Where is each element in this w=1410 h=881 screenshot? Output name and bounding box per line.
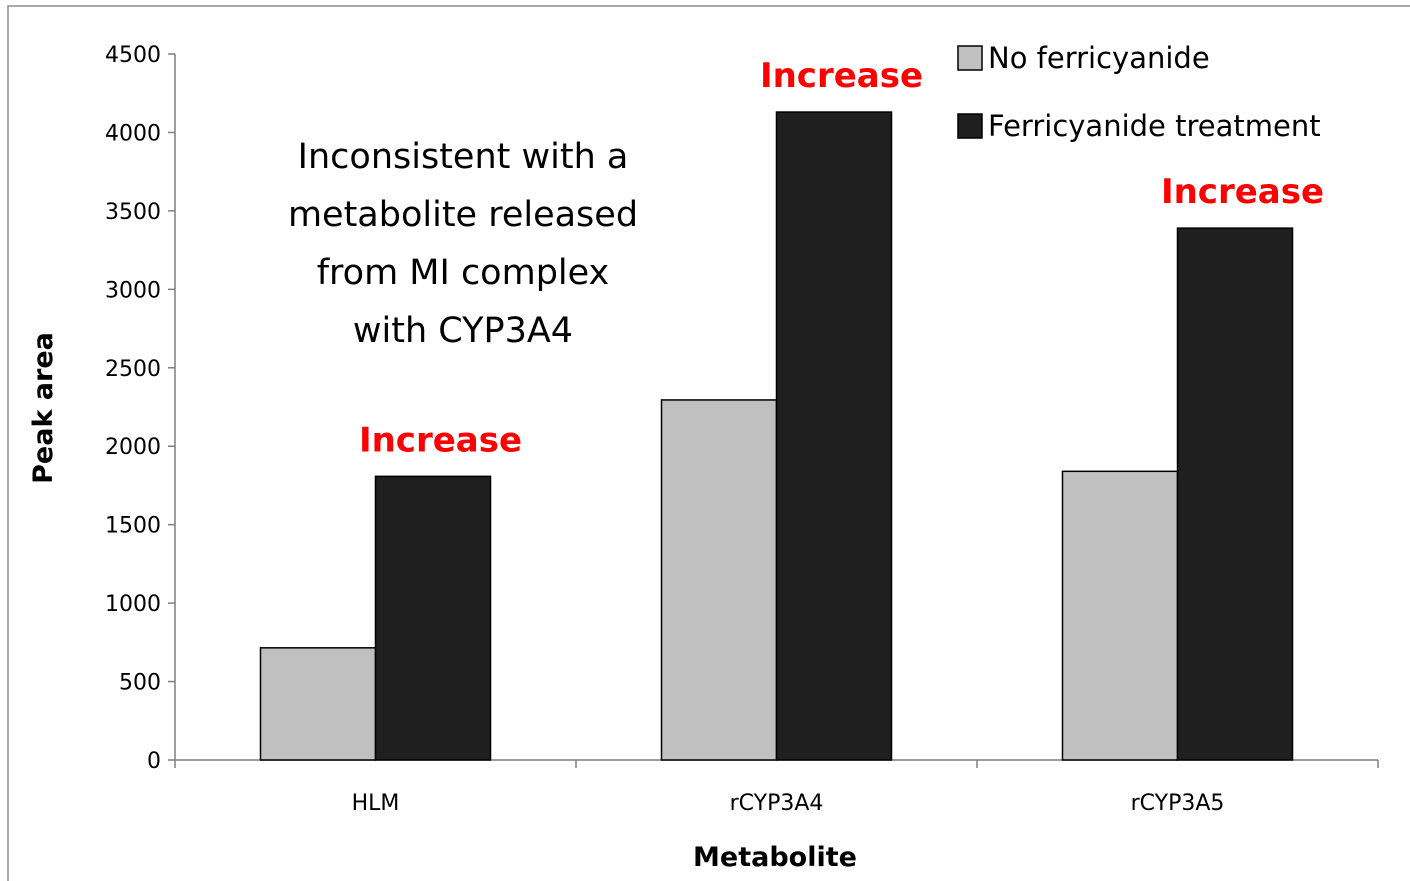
bar-no-ferricyanide-hlm (259, 647, 377, 761)
bar-no-ferricyanide-rcyp3a5 (1061, 470, 1179, 761)
y-tick-label: 2000 (105, 435, 161, 460)
bars (259, 111, 1294, 761)
bar-ferricyanide-treatment-hlm (374, 475, 492, 761)
legend-swatch-no-ferricyanide (957, 45, 983, 71)
note-line: Inconsistent with a (298, 137, 629, 177)
x-tick-label: rCYP3A4 (730, 791, 824, 816)
chart-frame (7, 5, 1410, 881)
annotations: Increase Increase Increase (359, 56, 1324, 460)
bar-ferricyanide-treatment-rcyp3a5 (1176, 227, 1294, 761)
plot-area: 0 500 1000 1500 2000 2500 3000 3500 4000 4500 HLM r… (105, 43, 1379, 816)
annotation-increase: Increase (1161, 172, 1324, 212)
y-tick-label: 1000 (105, 592, 161, 617)
note-line: metabolite released (288, 195, 638, 235)
y-axis-title: Peak area (28, 332, 59, 484)
x-tick-label: HLM (352, 791, 400, 816)
x-tick-label: rCYP3A5 (1131, 791, 1225, 816)
legend-label-ferricyanide-treatment: Ferricyanide treatment (988, 109, 1321, 143)
y-tick-label: 4000 (105, 121, 161, 146)
y-tick-label: 4500 (105, 43, 161, 68)
legend: No ferricyanide Ferricyanide treatment (957, 41, 1321, 143)
x-axis-title: Metabolite (693, 842, 857, 873)
y-tick-label: 1500 (105, 514, 161, 539)
bar-ferricyanide-treatment-rcyp3a4 (775, 111, 893, 761)
y-tick-label: 2500 (105, 357, 161, 382)
legend-swatch-ferricyanide-treatment (957, 113, 983, 139)
annotation-increase: Increase (760, 56, 923, 96)
y-tick-label: 500 (119, 671, 161, 696)
annotation-increase: Increase (359, 420, 522, 460)
note-line: with CYP3A4 (353, 311, 573, 351)
y-tick-label: 0 (147, 749, 161, 774)
note-line: from MI complex (317, 253, 610, 293)
y-tick-label: 3000 (105, 278, 161, 303)
legend-label-no-ferricyanide: No ferricyanide (988, 41, 1210, 75)
bar-no-ferricyanide-rcyp3a4 (660, 399, 778, 761)
y-tick-label: 3500 (105, 200, 161, 225)
note-text: Inconsistent with a metabolite released … (288, 137, 638, 351)
